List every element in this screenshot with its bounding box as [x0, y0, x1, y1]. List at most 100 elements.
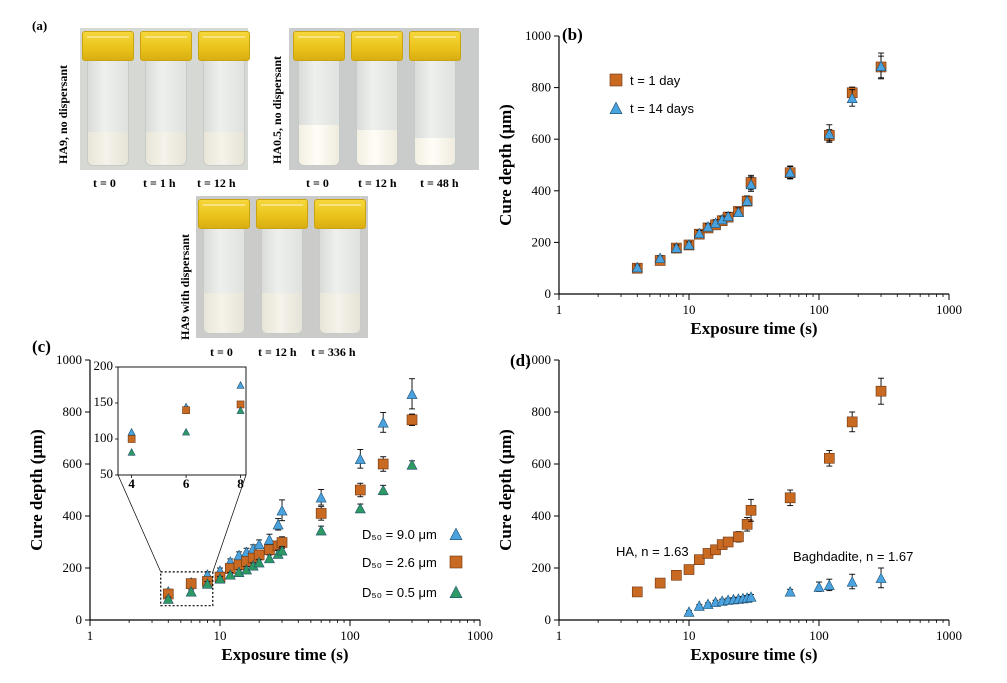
inset-point [236, 381, 245, 389]
vial-suspension [204, 293, 244, 333]
vial-cap [409, 31, 461, 61]
y-tick-label: 200 [63, 560, 83, 575]
vial-tube [356, 60, 398, 166]
vial-group-1-caption-3: t = 12 h [197, 176, 236, 190]
vial-tube [203, 228, 245, 334]
inset-point [236, 406, 245, 414]
data-point [733, 531, 744, 543]
x-tick-label: 100 [340, 628, 360, 643]
x-axis-title: Exposure time (s) [690, 319, 817, 338]
data-point [683, 564, 695, 575]
data-point [784, 586, 796, 597]
legend-marker [449, 585, 463, 599]
y-axis-title: Cure depth (μm) [496, 104, 515, 226]
inset-point [127, 435, 136, 443]
data-point [683, 239, 695, 250]
inset-y-tick-label: 200 [94, 358, 114, 373]
y-tick-label: 800 [532, 404, 552, 419]
data-point [846, 576, 858, 587]
data-point [875, 572, 887, 583]
vial [82, 31, 134, 169]
x-tick-label: 1 [87, 628, 94, 643]
y-tick-label: 600 [63, 456, 83, 471]
data-point [654, 577, 666, 589]
vial-cap [198, 199, 250, 229]
data-point [823, 452, 835, 464]
inset-point [182, 427, 191, 436]
data-point [224, 569, 236, 580]
data-point [683, 606, 695, 617]
vial-cap [82, 31, 134, 61]
vial [409, 31, 461, 169]
data-point [631, 261, 643, 273]
inset-x-tick-label: 6 [183, 476, 190, 491]
vial-group-3-caption-3: t = 336 h [311, 345, 356, 359]
vial-tube [319, 228, 361, 334]
legend-label: D₅₀ = 0.5 μm [362, 585, 437, 600]
vial-cap [198, 31, 250, 61]
y-axis-title: Cure depth (μm) [496, 429, 515, 551]
vial [314, 199, 366, 337]
data-point [823, 579, 835, 590]
y-tick-label: 400 [63, 508, 83, 523]
zoom-connector [212, 474, 247, 573]
data-point [377, 484, 389, 496]
vial [140, 31, 192, 169]
series-annotation: Baghdadite, n = 1.67 [793, 549, 913, 564]
x-tick-label: 1 [556, 302, 563, 317]
x-tick-label: 1000 [936, 628, 962, 643]
vial-cap [351, 31, 403, 61]
data-point [272, 518, 284, 530]
vial-group-3-caption-1: t = 0 [210, 345, 233, 359]
data-point [276, 544, 288, 556]
y-tick-label: 800 [63, 404, 83, 419]
panel-label: (d) [510, 351, 531, 370]
data-point [276, 504, 288, 516]
data-point [671, 569, 682, 581]
x-tick-label: 1000 [467, 628, 493, 643]
vial-suspension [146, 131, 186, 165]
vial-tube [261, 228, 303, 334]
inset-x-tick-label: 8 [237, 476, 244, 491]
legend-label: t = 14 days [630, 101, 694, 116]
data-point [377, 417, 389, 428]
x-tick-label: 10 [214, 628, 227, 643]
data-point [406, 459, 418, 470]
inset-y-tick-label: 150 [94, 394, 114, 409]
vial-cap [256, 199, 308, 229]
vial-group-1-caption-2: t = 1 h [143, 176, 176, 190]
data-point [784, 492, 796, 504]
x-axis-title: Exposure time (s) [221, 645, 348, 664]
data-point [315, 524, 327, 536]
y-tick-label: 600 [532, 131, 552, 146]
vial-group-2-caption-1: t = 0 [306, 176, 329, 190]
data-point [745, 591, 757, 602]
legend-label: D₅₀ = 9.0 μm [362, 527, 437, 542]
y-tick-label: 400 [532, 508, 552, 523]
zoom-box [160, 571, 214, 607]
x-tick-label: 100 [809, 628, 829, 643]
legend-label: t = 1 day [630, 73, 681, 88]
y-tick-label: 200 [532, 560, 552, 575]
x-tick-label: 1 [556, 628, 563, 643]
data-point [693, 554, 705, 565]
legend-label: D₅₀ = 2.6 μm [362, 555, 437, 570]
data-point [702, 221, 714, 232]
data-point [702, 598, 714, 609]
data-point [722, 210, 734, 222]
x-tick-label: 10 [683, 302, 696, 317]
y-tick-label: 600 [532, 456, 552, 471]
x-tick-label: 100 [809, 302, 829, 317]
data-point [722, 536, 734, 548]
vial [256, 199, 308, 337]
legend-marker [449, 527, 463, 541]
inset-y-tick-label: 50 [100, 466, 113, 481]
data-point [875, 385, 887, 397]
data-point [846, 92, 858, 103]
inset-frame [117, 366, 247, 476]
y-tick-label: 1000 [56, 352, 82, 367]
data-point [693, 227, 705, 239]
data-point [315, 491, 327, 503]
